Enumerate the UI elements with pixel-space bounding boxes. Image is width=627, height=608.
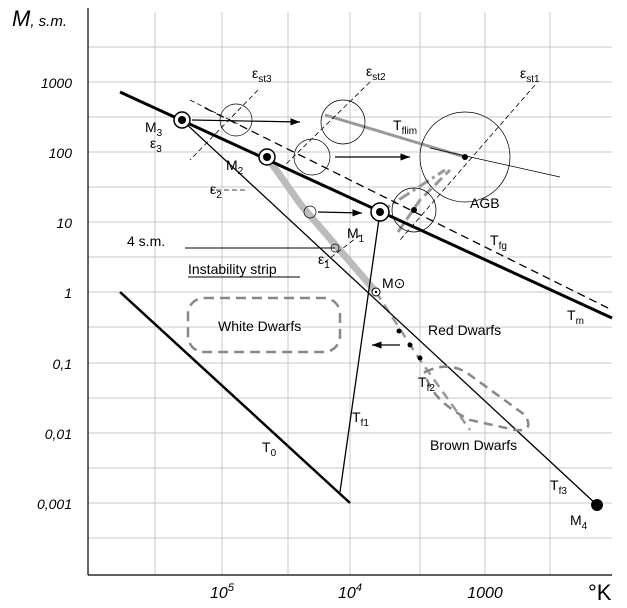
label-est2: εst2 [366,63,386,83]
y-label: M [12,6,31,31]
label-main: ε [366,63,372,79]
label-main: ε [210,181,216,197]
label-tfg: Tfg [490,232,507,252]
label-four-sm: 4 s.m. [127,233,165,249]
label-msun: M⊙ [382,275,405,291]
label-sub: st2 [372,72,386,83]
label-main: M [145,119,157,135]
y-tick: 0,1 [53,356,72,372]
x-unit: °K [588,580,612,605]
label-tf2: Tf2 [418,374,435,394]
y-unit: , s.m. [30,13,67,30]
label-main: T [490,232,499,248]
y-tick: 0,001 [37,496,72,512]
label-instability: Instability strip [188,261,277,277]
label-main: M [347,225,359,241]
label-e2: ε2 [210,181,222,201]
label-sub: 4 [582,521,588,532]
label-sub: m [576,316,584,327]
label-m3: M3 [145,119,163,139]
label-sub: f2 [427,383,436,394]
y-tick: 1000 [41,75,72,91]
axes [87,8,612,576]
instability-strip [298,202,379,295]
label-tflim: Tflim [393,117,417,137]
label-est3: εst3 [252,65,272,85]
label-est1: εst1 [520,65,540,85]
text: 10 [338,585,356,602]
y-axis-label: M, s.m. [12,6,67,31]
label-sub: 0 [271,448,277,459]
label-sub: f3 [559,486,568,497]
label-sub: 1 [324,260,330,271]
label-main: T [352,409,361,425]
label-sub: 2 [216,190,222,201]
x-tick: 105 [210,582,235,602]
label-main: ε [520,65,526,81]
x-tick: 1000 [467,585,503,602]
label-main: T [418,374,427,390]
label-sub: st1 [526,74,540,85]
y-tick: 0,01 [45,426,72,442]
label-main: M [226,157,238,173]
label-sub: 2 [238,166,244,177]
text: 5 [228,582,235,594]
label-sub: st3 [258,74,272,85]
label-sub: 3 [156,144,162,155]
curves [119,81,613,506]
grid [88,12,612,575]
label-e1: ε1 [318,251,330,271]
label-m4: M4 [570,512,588,532]
y-tick: 100 [49,145,73,161]
label-e3: ε3 [150,135,162,155]
y-tick: 10 [56,215,72,231]
label-sub: fg [499,241,507,252]
label-agb: AGB [470,195,500,211]
label-white-dwarfs: White Dwarfs [218,318,301,334]
label-t0: T0 [262,439,277,459]
label-main: T [550,477,559,493]
label-tm: Tm [567,307,584,327]
stars [173,111,603,511]
label-main: T [393,117,402,133]
label-tf1: Tf1 [352,409,369,429]
label-sub: 1 [359,234,365,245]
label-tf3: Tf3 [550,477,567,497]
label-main: T [262,439,271,455]
label-main: ε [150,135,156,151]
label-main: ε [318,251,324,267]
label-main: T [567,307,576,323]
text: 4 [356,582,362,594]
label-m1: M1 [347,225,365,245]
y-ticks: 1000 100 10 1 0,1 0,01 0,001 [37,75,72,512]
label-m2: M2 [226,157,244,177]
label-sub: f1 [361,418,370,429]
x-tick: 104 [338,582,362,602]
y-tick: 1 [64,285,72,301]
label-main: ε [252,65,258,81]
label-sub: 3 [157,128,163,139]
label-main: M [570,512,582,528]
text: 10 [210,585,228,602]
label-brown-dwarfs: Brown Dwarfs [430,437,517,453]
label-sub: flim [402,126,418,137]
label-red-dwarfs: Red Dwarfs [428,322,501,338]
